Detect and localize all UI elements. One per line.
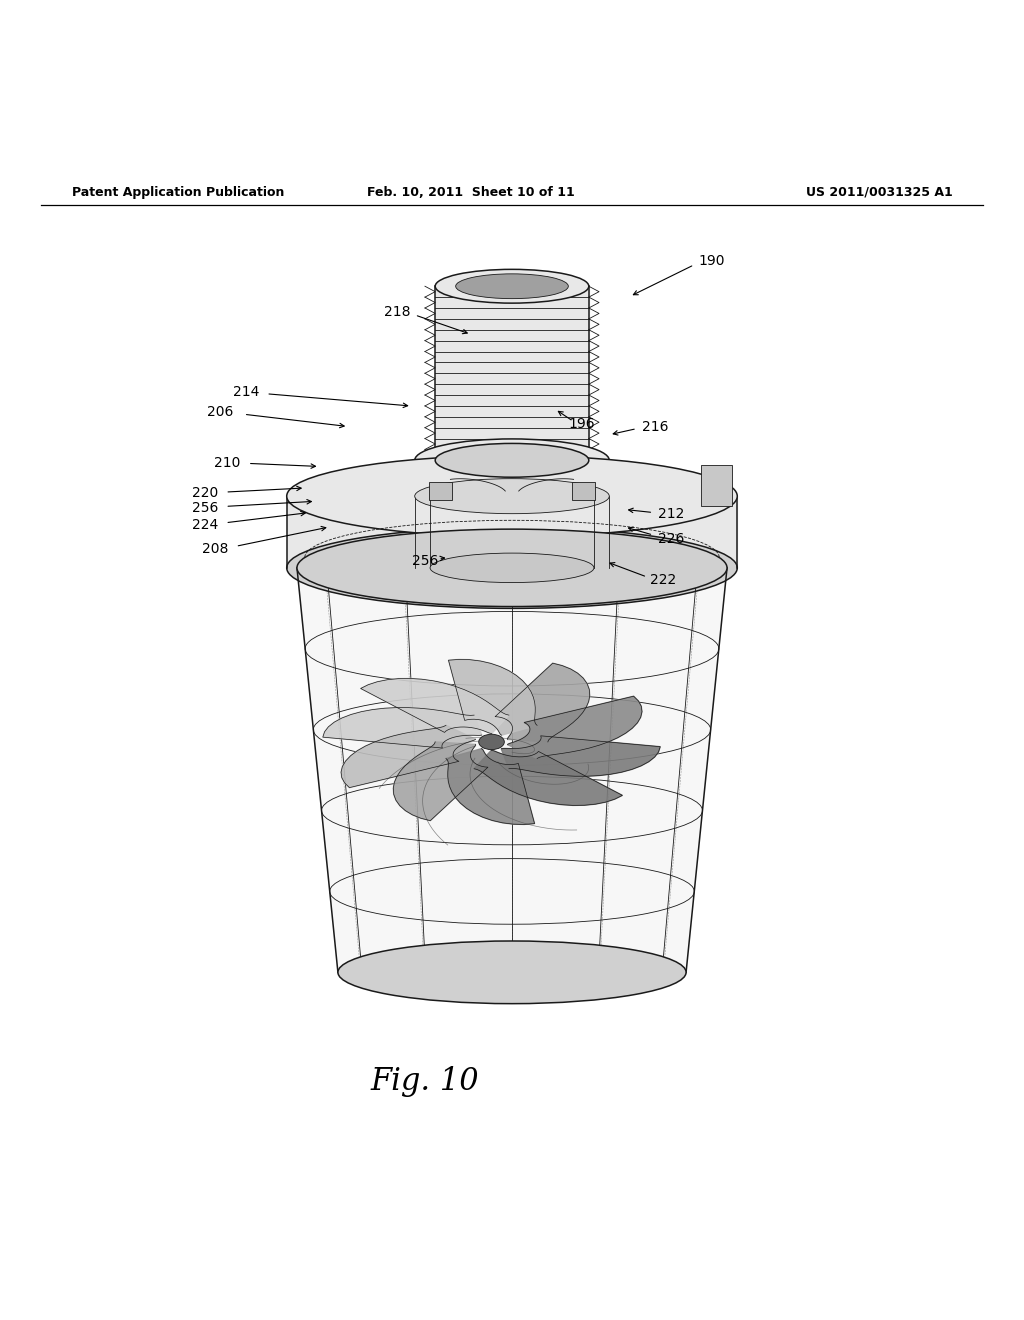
Text: 212: 212: [657, 507, 684, 520]
Text: 190: 190: [698, 253, 725, 268]
Ellipse shape: [415, 479, 609, 513]
Text: Fig. 10: Fig. 10: [371, 1067, 479, 1097]
Ellipse shape: [415, 475, 609, 517]
Polygon shape: [502, 735, 660, 776]
Ellipse shape: [338, 941, 686, 1003]
Ellipse shape: [435, 269, 589, 304]
Polygon shape: [360, 678, 509, 734]
Ellipse shape: [287, 455, 737, 537]
Ellipse shape: [456, 273, 568, 298]
Ellipse shape: [435, 444, 589, 478]
Text: 214: 214: [232, 384, 259, 399]
Text: 224: 224: [191, 517, 218, 532]
Polygon shape: [474, 750, 623, 805]
Polygon shape: [508, 696, 642, 759]
Polygon shape: [341, 726, 475, 788]
Text: 256: 256: [412, 553, 438, 568]
FancyBboxPatch shape: [572, 482, 595, 500]
Text: Feb. 10, 2011  Sheet 10 of 11: Feb. 10, 2011 Sheet 10 of 11: [368, 186, 574, 198]
FancyBboxPatch shape: [429, 482, 452, 500]
Polygon shape: [435, 286, 589, 461]
Text: 206: 206: [207, 405, 233, 420]
Text: 216: 216: [642, 420, 669, 433]
Text: US 2011/0031325 A1: US 2011/0031325 A1: [806, 186, 952, 198]
Ellipse shape: [478, 734, 504, 750]
Polygon shape: [415, 461, 609, 496]
Ellipse shape: [297, 529, 727, 607]
Text: 226: 226: [657, 532, 684, 546]
Text: 210: 210: [214, 457, 241, 470]
Text: 208: 208: [202, 543, 228, 557]
Text: Patent Application Publication: Patent Application Publication: [72, 186, 284, 198]
Text: 222: 222: [650, 573, 677, 587]
Polygon shape: [449, 660, 537, 735]
Text: 220: 220: [191, 486, 218, 500]
Text: 196: 196: [568, 417, 595, 432]
Ellipse shape: [430, 553, 594, 582]
Text: 256: 256: [191, 502, 218, 515]
FancyBboxPatch shape: [701, 466, 732, 507]
Polygon shape: [393, 742, 487, 821]
Ellipse shape: [415, 440, 609, 482]
Polygon shape: [287, 496, 737, 568]
Polygon shape: [446, 748, 535, 825]
Ellipse shape: [287, 527, 737, 609]
Polygon shape: [415, 461, 609, 496]
Polygon shape: [496, 663, 590, 742]
Polygon shape: [323, 708, 481, 748]
Polygon shape: [297, 568, 727, 973]
Text: 218: 218: [384, 305, 411, 319]
